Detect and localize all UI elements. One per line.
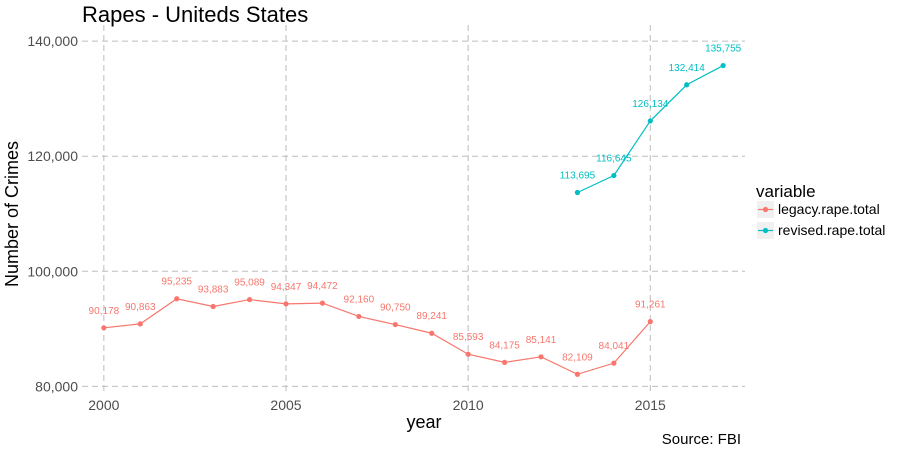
data-label: 93,883 bbox=[198, 285, 229, 296]
data-label: 116,645 bbox=[596, 154, 632, 165]
data-point bbox=[137, 321, 143, 327]
data-label: 85,141 bbox=[526, 335, 557, 346]
data-label: 91,261 bbox=[635, 300, 666, 311]
legend-label: revised.rape.total bbox=[778, 222, 885, 238]
data-label: 90,178 bbox=[89, 306, 120, 317]
legend-key-point bbox=[762, 227, 769, 234]
grid-layer bbox=[82, 25, 745, 394]
data-point bbox=[611, 172, 617, 179]
y-tick-label: 100,000 bbox=[27, 263, 78, 279]
data-label: 95,089 bbox=[234, 278, 265, 289]
x-axis-title: year bbox=[406, 412, 441, 432]
legend-label: legacy.rape.total bbox=[778, 201, 880, 217]
data-point bbox=[392, 321, 398, 328]
data-point bbox=[101, 325, 107, 331]
data-point bbox=[611, 360, 617, 366]
y-tick-label: 140,000 bbox=[27, 33, 78, 49]
data-point bbox=[647, 319, 653, 325]
x-tick-label: 2000 bbox=[88, 397, 119, 413]
data-point bbox=[501, 359, 508, 365]
data-label: 95,235 bbox=[161, 277, 192, 288]
data-label: 84,175 bbox=[489, 340, 520, 351]
data-point bbox=[429, 330, 435, 336]
data-label: 94,472 bbox=[307, 281, 338, 292]
data-point bbox=[174, 296, 180, 302]
data-label: 85,593 bbox=[453, 332, 484, 343]
y-axis-title: Number of Crimes bbox=[2, 141, 22, 287]
x-tick-label: 2005 bbox=[270, 397, 301, 413]
legend-title: variable bbox=[756, 182, 816, 201]
data-point bbox=[574, 189, 581, 196]
data-label: 90,863 bbox=[125, 302, 156, 313]
data-label: 94,347 bbox=[271, 282, 302, 293]
chart-title: Rapes - Uniteds States bbox=[82, 2, 308, 27]
data-label: 113,695 bbox=[560, 171, 596, 182]
data-point bbox=[647, 118, 653, 124]
data-label: 132,414 bbox=[669, 63, 706, 74]
x-tick-label: 2015 bbox=[635, 397, 666, 413]
data-point bbox=[465, 351, 471, 357]
data-point bbox=[684, 82, 690, 88]
y-tick-label: 80,000 bbox=[35, 378, 78, 394]
legend-item: legacy.rape.total bbox=[757, 201, 880, 218]
data-label: 84,041 bbox=[599, 341, 630, 352]
x-tick-labels: 2000 2005 2010 2015 bbox=[88, 397, 666, 413]
series-line bbox=[103, 298, 651, 375]
data-label: 126,134 bbox=[632, 99, 669, 110]
data-label: 135,755 bbox=[705, 44, 742, 55]
legend-item: revised.rape.total bbox=[757, 222, 885, 239]
data-label: 92,160 bbox=[344, 294, 375, 305]
data-point bbox=[356, 313, 362, 320]
legend: variable legacy.rape.total revised.rape.t… bbox=[756, 182, 885, 239]
data-label: 82,109 bbox=[562, 352, 593, 363]
series-legacy.rape.total: 90,178 90,863 95,235 93,883 95,089 94,347 94,4… bbox=[89, 277, 666, 377]
y-tick-labels: 80,000 100,000 120,000 140,000 bbox=[27, 33, 78, 394]
y-tick-label: 120,000 bbox=[27, 148, 78, 164]
source-caption: Source: FBI bbox=[662, 431, 741, 448]
data-point bbox=[246, 296, 253, 303]
data-label: 90,750 bbox=[380, 303, 411, 314]
series-layer: 90,178 90,863 95,235 93,883 95,089 94,347 94,4… bbox=[89, 44, 742, 377]
data-point bbox=[319, 300, 326, 306]
legend-items: legacy.rape.total revised.rape.total bbox=[757, 201, 885, 239]
data-point bbox=[538, 354, 544, 360]
data-point bbox=[283, 301, 289, 307]
data-point bbox=[720, 62, 726, 69]
data-point bbox=[574, 371, 581, 377]
data-point bbox=[210, 303, 216, 310]
x-tick-label: 2010 bbox=[453, 397, 484, 413]
data-label: 89,241 bbox=[416, 311, 447, 322]
legend-key-point bbox=[762, 206, 769, 213]
